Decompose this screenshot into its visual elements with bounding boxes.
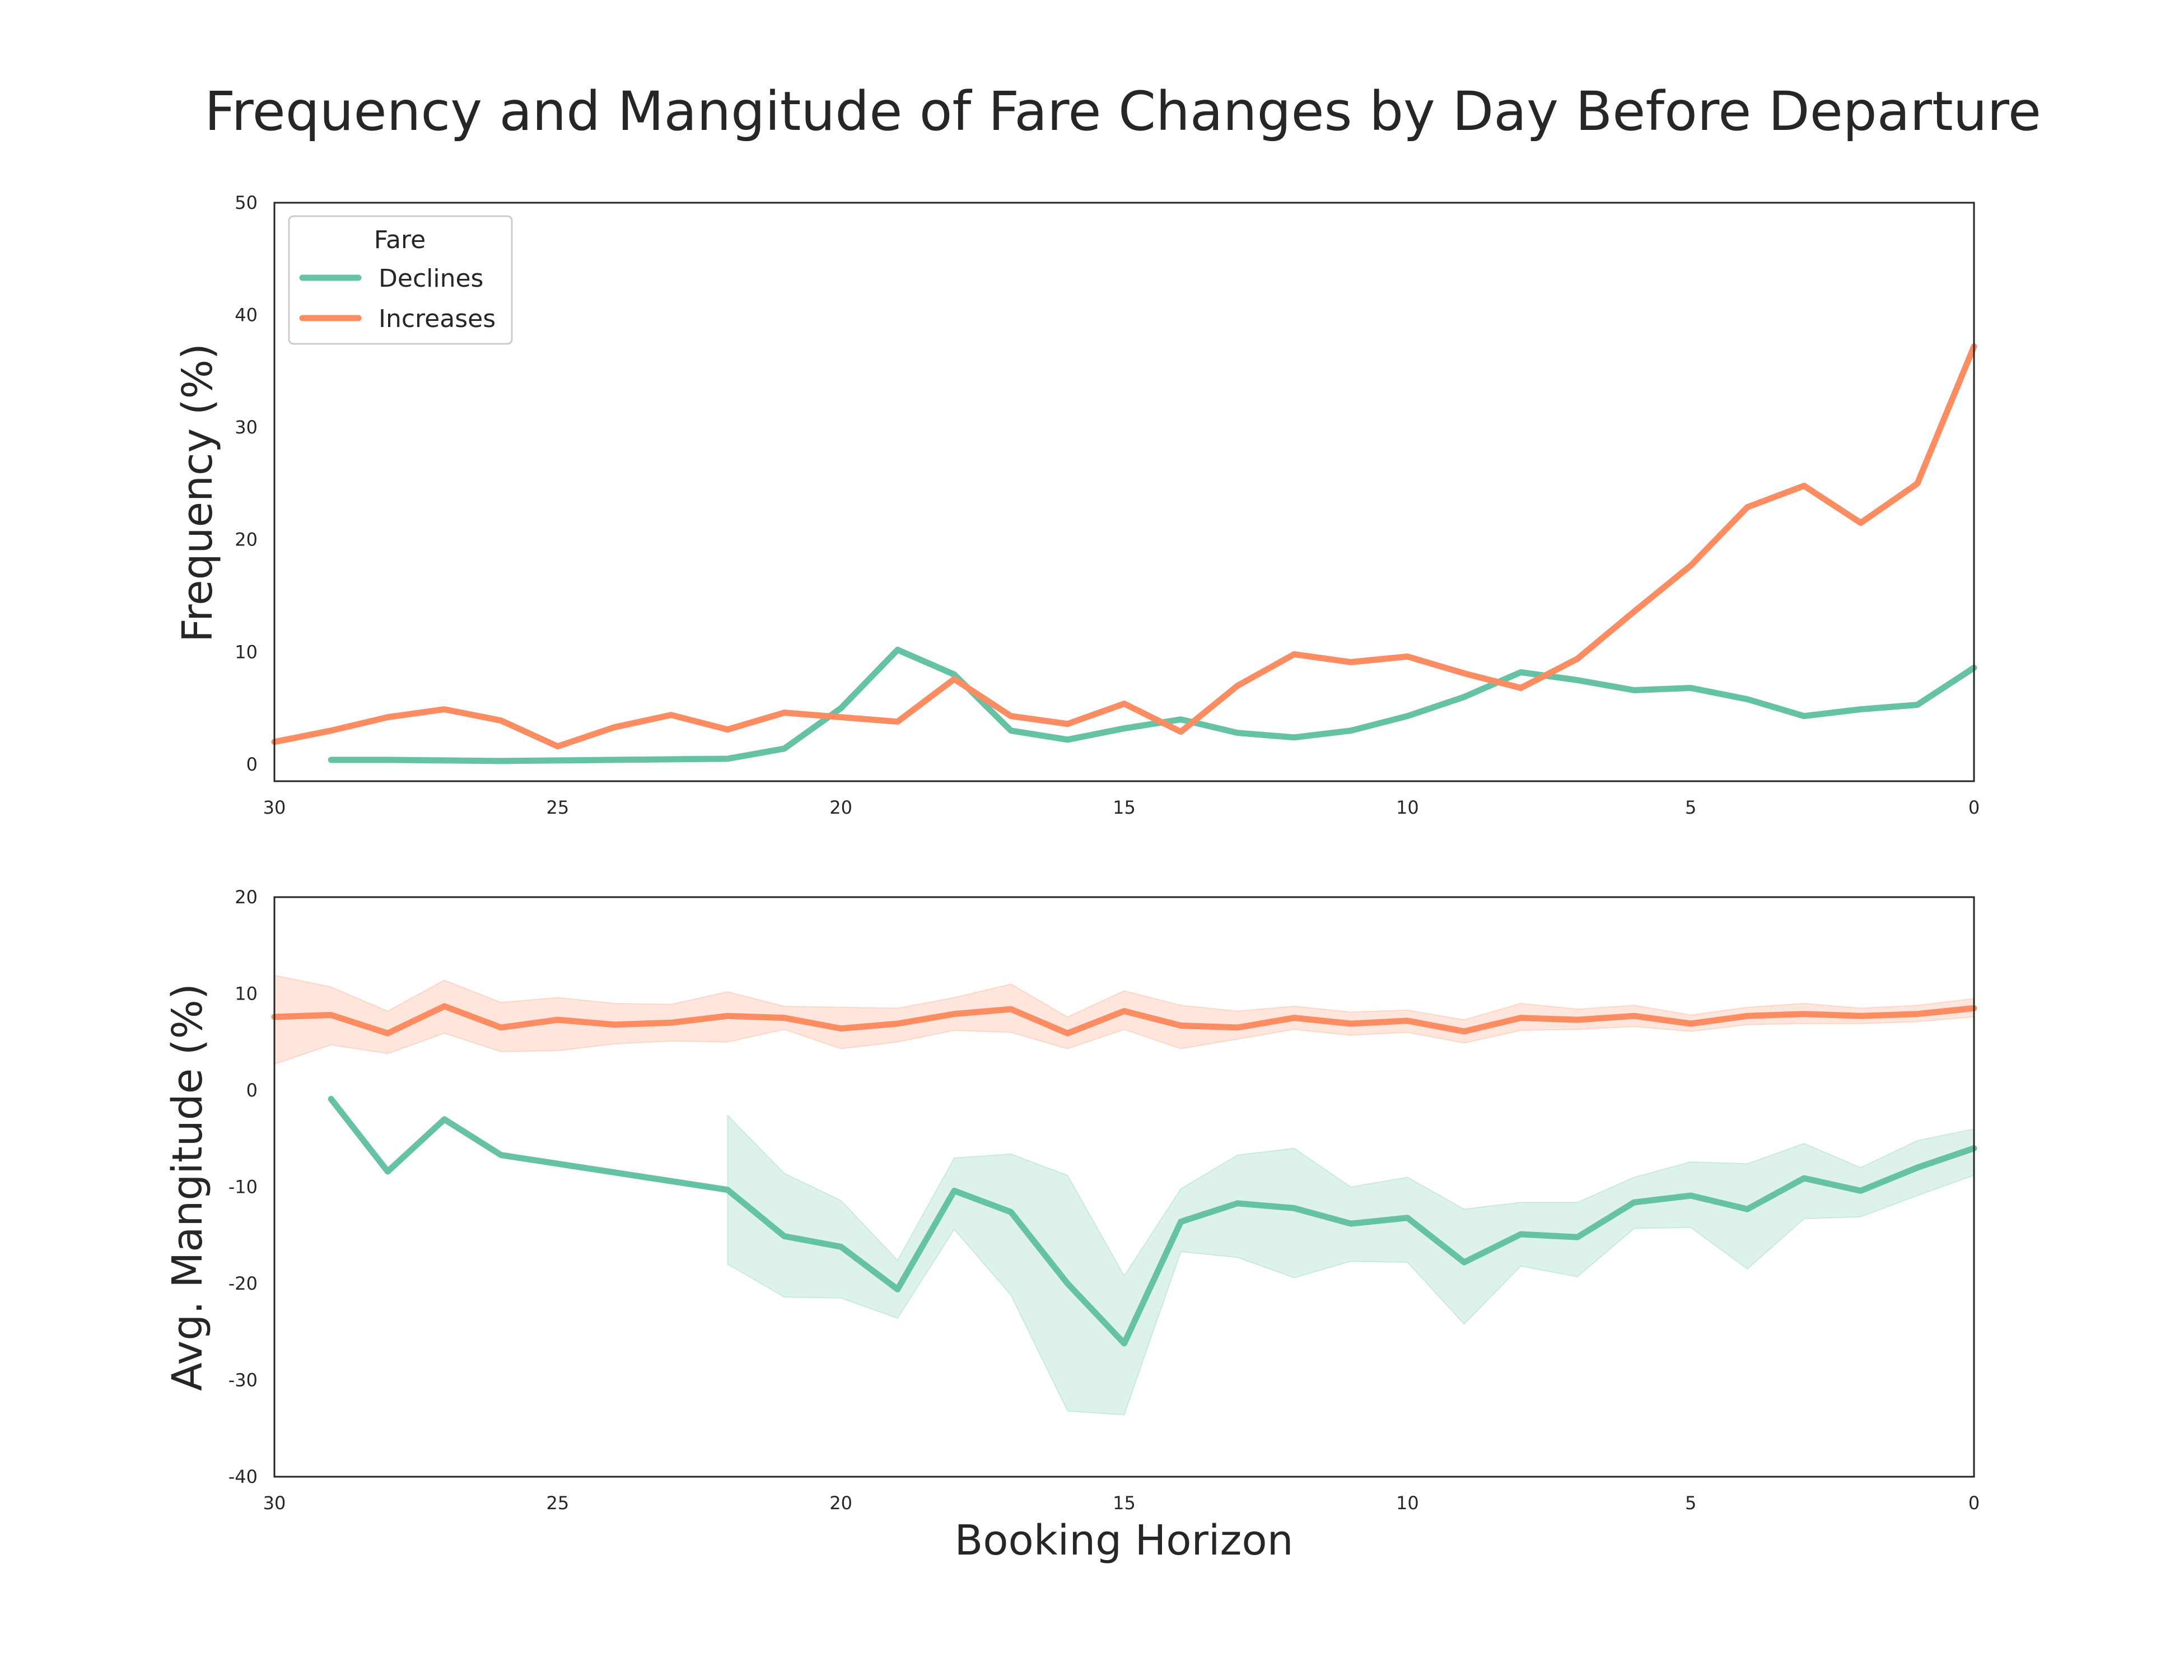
magnitude-y-tick-label: 20 xyxy=(235,886,258,908)
frequency-line-declines xyxy=(328,646,1977,764)
magnitude-x-tick-label: 0 xyxy=(1968,1492,1980,1514)
magnitude-x-tick-label: 15 xyxy=(1113,1492,1136,1514)
x-axis-label: Booking Horizon xyxy=(954,1516,1293,1565)
frequency-y-tick-label: 0 xyxy=(246,754,258,775)
magnitude-y-tick-label: -40 xyxy=(228,1466,258,1487)
frequency-y-tick-label: 40 xyxy=(235,305,258,326)
frequency-x-tick-label: 25 xyxy=(546,797,569,818)
chart-title: Frequency and Mangitude of Fare Changes … xyxy=(204,80,2041,143)
frequency-x-tick-label: 0 xyxy=(1968,797,1980,818)
magnitude-x-tick-label: 25 xyxy=(546,1492,569,1514)
legend: Fare Declines Increases xyxy=(288,215,513,345)
legend-box xyxy=(288,215,513,345)
magnitude-y-tick-label: 10 xyxy=(235,983,258,1005)
frequency-line-increases xyxy=(271,343,1977,750)
magnitude-x-tick-label: 20 xyxy=(829,1492,852,1514)
legend-title: Fare xyxy=(374,226,426,254)
frequency-x-tick-label: 30 xyxy=(263,797,286,818)
magnitude-x-tick-label: 30 xyxy=(263,1492,286,1514)
frequency-y-tick-label: 50 xyxy=(235,192,258,213)
frequency-y-axis-label: Frequency (%) xyxy=(174,343,222,642)
frequency-x-tick-label: 20 xyxy=(829,797,852,818)
magnitude-x-tick-label: 10 xyxy=(1396,1492,1419,1514)
frequency-y-tick-label: 10 xyxy=(235,641,258,662)
frequency-x-tick-label: 15 xyxy=(1113,797,1136,818)
frequency-y-tick-label: 30 xyxy=(235,417,258,438)
magnitude-y-tick-label: 0 xyxy=(246,1080,258,1101)
frequency-x-tick-label: 10 xyxy=(1396,797,1419,818)
magnitude-y-axis-label: Avg. Mangitude (%) xyxy=(164,983,212,1391)
magnitude-plot-frame xyxy=(273,896,1975,1478)
magnitude-y-tick-label: -30 xyxy=(228,1370,258,1391)
magnitude-y-tick-label: -10 xyxy=(228,1177,258,1198)
legend-label-declines: Declines xyxy=(379,264,483,293)
frequency-x-tick-label: 5 xyxy=(1685,797,1696,818)
magnitude-y-tick-label: -20 xyxy=(228,1273,258,1294)
frequency-plot-frame xyxy=(273,202,1975,782)
magnitude-panel: 30 25 20 15 10 5 0 -40 -30 -20 -10 0 10 20 Avg. Mangi… xyxy=(164,886,1980,1514)
magnitude-x-tick-label: 5 xyxy=(1685,1492,1696,1514)
frequency-y-tick-label: 20 xyxy=(235,529,258,550)
legend-label-increases: Increases xyxy=(379,305,496,333)
